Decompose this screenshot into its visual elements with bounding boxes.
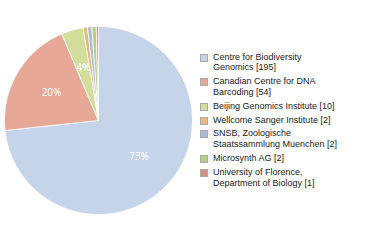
html-text:Centre for Biodiversity Genomi: Centre for Biodiversity Genomics [195] xyxy=(213,51,302,73)
svg-text:20%: 20% xyxy=(42,85,62,99)
html-text:Canadian Centre for DNA Barcod: Canadian Centre for DNA Barcoding [54] xyxy=(213,76,316,97)
html-text:Microsynth AG [2]: Microsynth AG [2] xyxy=(213,153,284,163)
html-text:University of Florence, Depart: University of Florence, Department of Bi… xyxy=(213,166,315,188)
html-text:Beijing Genomics Institute [10: Beijing Genomics Institute [10] xyxy=(213,100,335,111)
html-text:Wellcome Sanger Institute [2]: Wellcome Sanger Institute [2] xyxy=(213,114,331,125)
html-text:SNSB, Zoologische Staatssammlu: SNSB, Zoologische Staatssammlung Muenche… xyxy=(213,128,338,150)
svg-text:73%: 73% xyxy=(129,149,149,163)
svg-text:4%: 4% xyxy=(76,60,90,74)
